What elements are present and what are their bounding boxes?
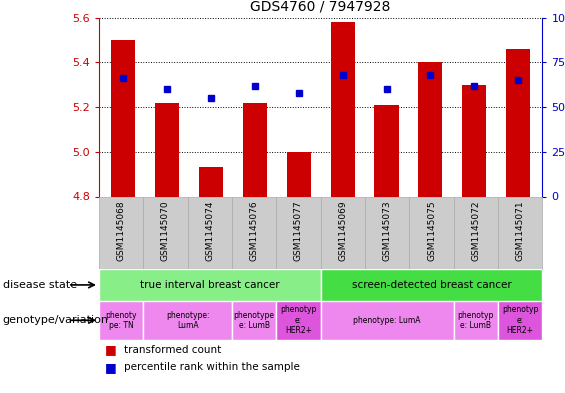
Text: GSM1145072: GSM1145072 bbox=[471, 200, 480, 261]
Bar bbox=[188, 196, 232, 269]
Bar bbox=[232, 196, 276, 269]
Text: phenotyp
e:
HER2+: phenotyp e: HER2+ bbox=[502, 305, 538, 335]
Text: GSM1145076: GSM1145076 bbox=[250, 200, 259, 261]
Bar bbox=[155, 103, 179, 196]
Bar bbox=[276, 196, 320, 269]
Bar bbox=[418, 62, 442, 196]
Text: ■: ■ bbox=[105, 361, 116, 374]
Bar bbox=[144, 196, 188, 269]
Bar bbox=[454, 196, 498, 269]
Text: screen-detected breast cancer: screen-detected breast cancer bbox=[351, 280, 511, 290]
Bar bbox=[365, 196, 409, 269]
Text: GSM1145070: GSM1145070 bbox=[161, 200, 170, 261]
Bar bbox=[321, 269, 542, 301]
Bar bbox=[144, 301, 232, 340]
Bar bbox=[276, 301, 320, 340]
Bar bbox=[331, 22, 355, 196]
Bar bbox=[199, 167, 223, 196]
Text: phenotype:
LumA: phenotype: LumA bbox=[166, 310, 209, 330]
Bar bbox=[286, 152, 311, 196]
Text: genotype/variation: genotype/variation bbox=[3, 315, 109, 325]
Bar bbox=[409, 196, 454, 269]
Text: phenotyp
e: LumB: phenotyp e: LumB bbox=[458, 310, 494, 330]
Title: GDS4760 / 7947928: GDS4760 / 7947928 bbox=[250, 0, 391, 14]
Text: ■: ■ bbox=[105, 343, 116, 356]
Text: GSM1145068: GSM1145068 bbox=[116, 200, 125, 261]
Text: true interval breast cancer: true interval breast cancer bbox=[140, 280, 280, 290]
Text: transformed count: transformed count bbox=[124, 345, 221, 355]
Bar bbox=[321, 301, 454, 340]
Text: disease state: disease state bbox=[3, 280, 77, 290]
Text: phenotype
e: LumB: phenotype e: LumB bbox=[233, 310, 275, 330]
Text: GSM1145071: GSM1145071 bbox=[516, 200, 525, 261]
Bar bbox=[498, 301, 542, 340]
Bar bbox=[111, 40, 135, 196]
Bar bbox=[321, 196, 365, 269]
Text: phenoty
pe: TN: phenoty pe: TN bbox=[105, 310, 137, 330]
Bar bbox=[99, 196, 144, 269]
Bar bbox=[506, 49, 531, 196]
Text: GSM1145069: GSM1145069 bbox=[338, 200, 347, 261]
Text: phenotype: LumA: phenotype: LumA bbox=[354, 316, 421, 325]
Bar bbox=[375, 105, 398, 196]
Bar bbox=[462, 85, 486, 196]
Text: GSM1145075: GSM1145075 bbox=[427, 200, 436, 261]
Text: GSM1145077: GSM1145077 bbox=[294, 200, 303, 261]
Bar bbox=[99, 301, 144, 340]
Bar bbox=[243, 103, 267, 196]
Bar bbox=[498, 196, 542, 269]
Bar bbox=[232, 301, 276, 340]
Text: GSM1145074: GSM1145074 bbox=[205, 200, 214, 261]
Bar bbox=[99, 269, 321, 301]
Text: percentile rank within the sample: percentile rank within the sample bbox=[124, 362, 300, 373]
Text: phenotyp
e:
HER2+: phenotyp e: HER2+ bbox=[280, 305, 316, 335]
Bar bbox=[454, 301, 498, 340]
Text: GSM1145073: GSM1145073 bbox=[383, 200, 392, 261]
